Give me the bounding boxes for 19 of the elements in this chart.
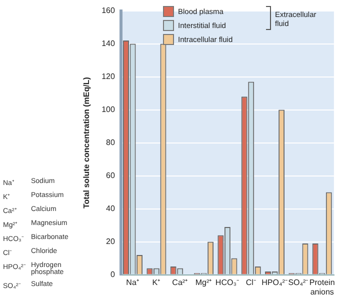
y-tick-label: 160 [102,6,116,16]
y-axis-title: Total solute concentration (mEq/L) [82,76,92,209]
x-tick-label: Cl⁻ [246,278,256,287]
y-tick-label: 60 [106,171,116,180]
x-tick-label: Na⁺ [126,278,140,287]
x-tick-label: Mg²⁺ [195,278,212,287]
y-tick-label: 100 [102,105,116,114]
x-tick-label: SO₄²⁻ [288,278,309,287]
x-tick-label: K⁺ [152,278,161,287]
y-tick-label: 80 [106,138,116,148]
x-tick-label: HPO₄²⁻ [262,278,288,287]
x-tick-label: Protein anions [309,278,335,296]
x-tick-label: HCO₃⁻ [215,278,240,287]
y-tick-label: 20 [106,237,116,246]
y-tick-label: 120 [102,72,116,82]
y-tick-label: 40 [106,204,116,214]
y-tick-label: 0 [110,270,116,280]
y-tick-label: 140 [102,39,116,48]
x-tick-label: Ca²⁺ [172,278,188,287]
